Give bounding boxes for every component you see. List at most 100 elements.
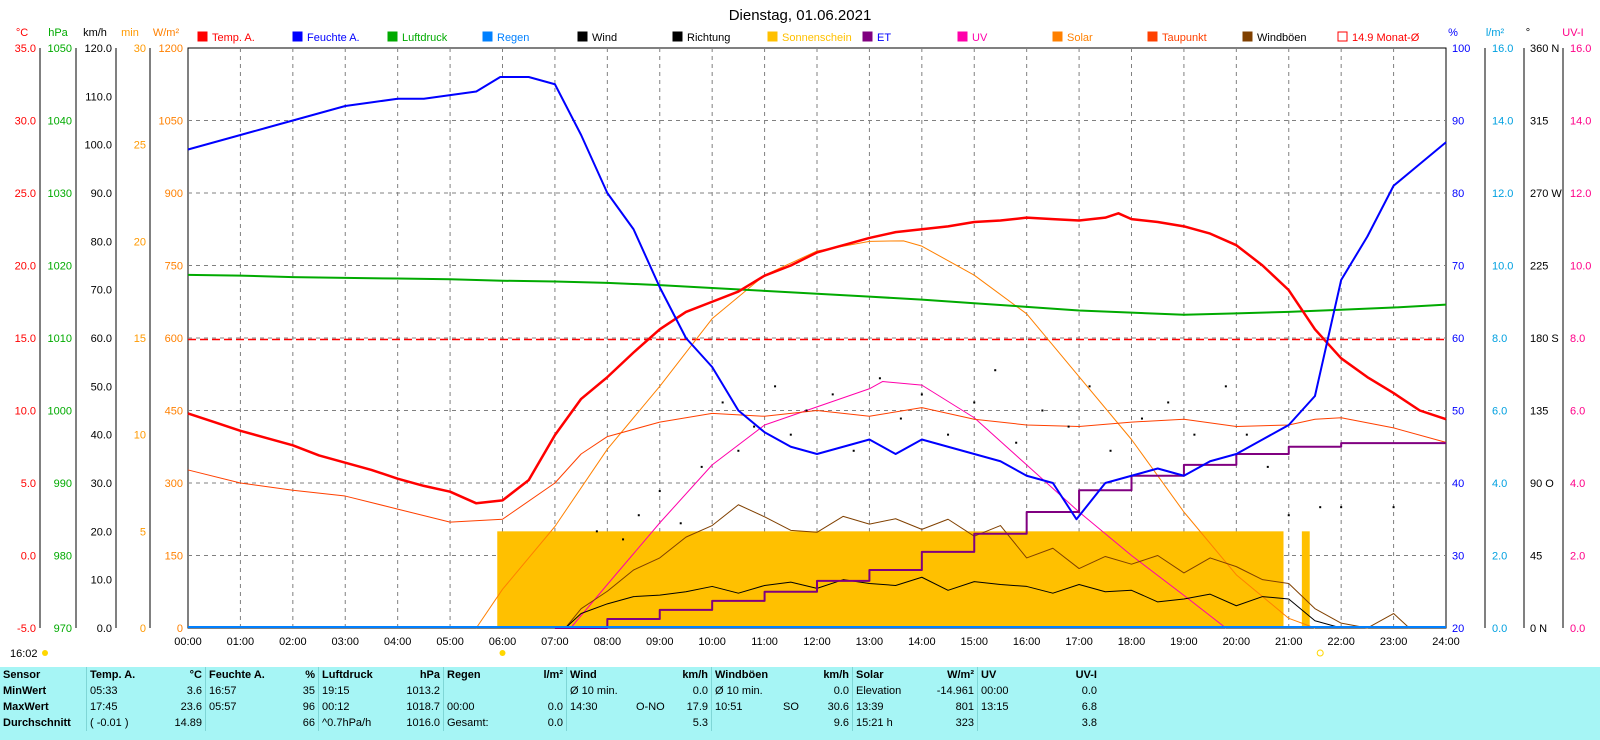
time-axis-label: 15:00 xyxy=(960,636,988,648)
temp-axis-label: 35.0 xyxy=(15,43,36,55)
direction-point xyxy=(1266,465,1269,468)
direction-axis-label: 180 S xyxy=(1530,333,1559,345)
wind-axis-label: 20.0 xyxy=(91,526,112,538)
stats-row-avg: Durchschnitt ( -0.01 ) 14.89 66 ^0.7hPa/… xyxy=(0,715,1100,731)
stats-cell: 0.0 xyxy=(547,717,563,729)
legend-label: Temp. A. xyxy=(212,32,255,44)
stats-cell: 00:12 xyxy=(318,699,395,715)
sunshine-axis-label: 20 xyxy=(134,236,146,248)
stats-header-hum: Feuchte A. xyxy=(205,667,282,683)
axis-unit-label: °C xyxy=(16,27,28,39)
wind-axis-label: 70.0 xyxy=(91,285,112,297)
stats-cell xyxy=(711,715,780,731)
direction-point xyxy=(1245,433,1248,436)
humidity-axis-label: 50 xyxy=(1452,406,1464,418)
direction-point xyxy=(1067,425,1070,428)
current-time-label: 16:02 xyxy=(10,648,38,660)
uvi-axis-label: 6.0 xyxy=(1570,406,1585,418)
legend-swatch xyxy=(292,31,303,42)
stats-cell: 13:15 xyxy=(977,699,1044,715)
stats-cell: 5.3 xyxy=(692,717,708,729)
stats-cell: Ø 10 min. xyxy=(566,683,633,699)
stats-cell: 05:57 xyxy=(205,699,282,715)
axis-unit-label: ° xyxy=(1526,27,1530,39)
temp-axis-label: 25.0 xyxy=(15,188,36,200)
legend-swatch xyxy=(957,31,968,42)
stats-row-label: MinWert xyxy=(3,685,47,697)
temp-axis-label: 10.0 xyxy=(15,406,36,418)
stats-cell xyxy=(520,683,567,699)
time-axis-label: 11:00 xyxy=(751,636,778,648)
uvi-axis-label: 8.0 xyxy=(1570,333,1585,345)
axis-unit-label: km/h xyxy=(83,27,107,39)
direction-point xyxy=(1340,506,1343,509)
stats-header-uv-unit: UV-I xyxy=(1075,669,1097,681)
direction-point xyxy=(774,385,777,388)
time-axis-label: 22:00 xyxy=(1327,636,1355,648)
sunshine-axis-label: 15 xyxy=(134,333,146,345)
direction-point xyxy=(973,401,976,404)
stats-cell: 96 xyxy=(302,701,315,713)
temp-axis-label: 15.0 xyxy=(15,333,36,345)
rain-axis-label: 16.0 xyxy=(1492,43,1513,55)
sunset-icon xyxy=(1316,649,1324,657)
rain-axis-label: 8.0 xyxy=(1492,333,1507,345)
chart-title: Dienstag, 01.06.2021 xyxy=(729,7,872,24)
legend-label: UV xyxy=(972,32,988,44)
direction-axis-label: 90 O xyxy=(1530,478,1554,490)
direction-point xyxy=(878,377,881,380)
stats-cell: 3.6 xyxy=(186,685,202,697)
stats-header-sensor: Sensor xyxy=(3,669,41,681)
time-axis-label: 00:00 xyxy=(174,636,202,648)
time-axis-label: 19:00 xyxy=(1170,636,1198,648)
wind-axis-label: 120.0 xyxy=(84,43,112,55)
pressure-axis-label: 1040 xyxy=(48,116,72,128)
direction-point xyxy=(1224,385,1227,388)
legend-swatch xyxy=(197,31,208,42)
legend-label: Windböen xyxy=(1257,32,1307,44)
wind-axis-label: 40.0 xyxy=(91,430,112,442)
time-axis-label: 18:00 xyxy=(1118,636,1146,648)
legend-label: ET xyxy=(877,32,891,44)
time-axis-label: 03:00 xyxy=(331,636,359,648)
legend: Temp. A. Feuchte A. Luftdruck Regen Wind Rich… xyxy=(197,31,1420,44)
stats-panel: Sensor Temp. A. °C Feuchte A. % Luftdruc… xyxy=(0,667,1600,740)
wind-axis-label: 10.0 xyxy=(91,575,112,587)
direction-point xyxy=(1319,506,1322,509)
plot-area xyxy=(187,76,1447,629)
humidity-axis-label: 30 xyxy=(1452,551,1464,563)
direction-point xyxy=(637,514,640,517)
stats-cell: SO xyxy=(783,701,799,713)
stats-cell xyxy=(780,683,810,699)
solar-axis-label: 1200 xyxy=(159,43,183,55)
stats-cell: 16:57 xyxy=(205,683,282,699)
uvi-axis-label: 0.0 xyxy=(1570,623,1585,635)
humidity-axis-label: 40 xyxy=(1452,478,1464,490)
time-axis-label: 08:00 xyxy=(594,636,622,648)
stats-cell: 1018.7 xyxy=(406,701,440,713)
stats-cell xyxy=(443,683,520,699)
direction-point xyxy=(1167,401,1170,404)
direction-point xyxy=(595,530,598,533)
solar-line xyxy=(475,240,1316,629)
temp-axis-label: 20.0 xyxy=(15,261,36,273)
time-axis-label: 01:00 xyxy=(227,636,255,648)
stats-cell xyxy=(633,715,669,731)
stats-row-label: Durchschnitt xyxy=(3,717,71,729)
rain-axis-label: 2.0 xyxy=(1492,551,1507,563)
stats-cell: 0.0 xyxy=(547,701,563,713)
pressure-axis-label: 1030 xyxy=(48,188,72,200)
wind-axis-label: 90.0 xyxy=(91,188,112,200)
direction-point xyxy=(753,425,756,428)
stats-cell: 17.9 xyxy=(686,701,708,713)
stats-cell: 9.6 xyxy=(833,717,849,729)
rain-axis-label: 4.0 xyxy=(1492,478,1507,490)
stats-cell: ( -0.01 ) xyxy=(86,715,163,731)
solar-axis-label: 450 xyxy=(165,406,183,418)
stats-cell: ^0.7hPa/h xyxy=(318,715,395,731)
stats-table: Sensor Temp. A. °C Feuchte A. % Luftdruc… xyxy=(0,667,1100,731)
axis-unit-label: hPa xyxy=(48,27,68,39)
legend-label: Wind xyxy=(592,32,617,44)
stats-cell: 19:15 xyxy=(318,683,395,699)
stats-header-gust: Windböen xyxy=(711,667,780,683)
